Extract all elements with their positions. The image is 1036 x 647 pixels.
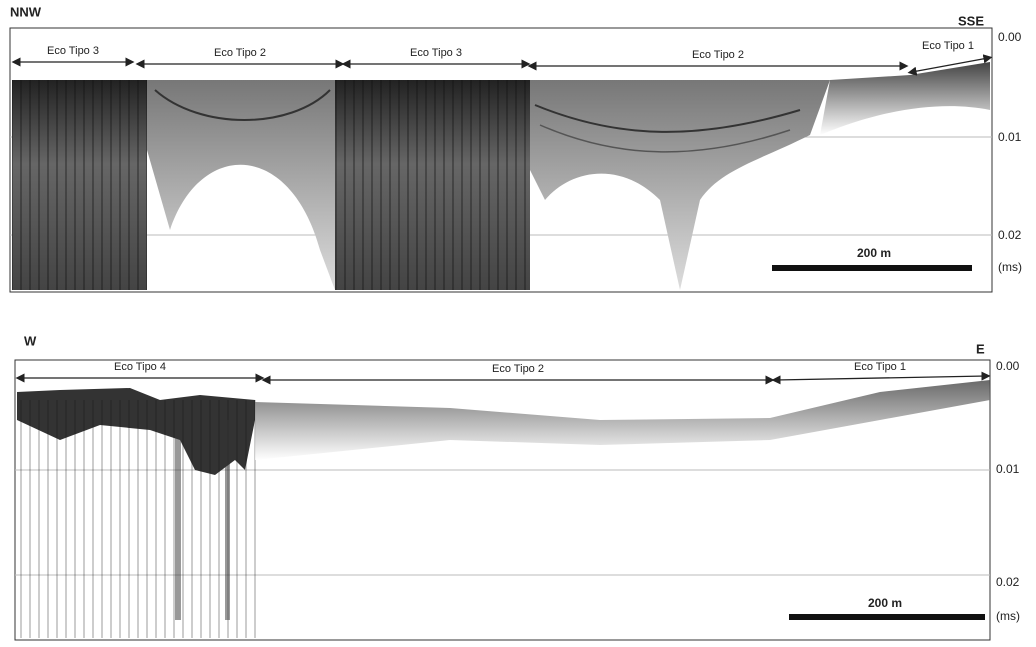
direction-label: W — [24, 333, 37, 348]
segment-label: Eco Tipo 4 — [114, 361, 166, 373]
segment-label: Eco Tipo 2 — [214, 47, 266, 59]
direction-label: NNW — [10, 4, 42, 19]
depth-label: 0.01 — [998, 130, 1022, 144]
segment-label: Eco Tipo 3 — [47, 45, 99, 57]
depth-label: 0.00 — [996, 359, 1020, 373]
segment-label: Eco Tipo 1 — [922, 40, 974, 52]
depth-label: 0.02 — [998, 228, 1022, 242]
scale-label: 200 m — [868, 596, 902, 610]
direction-label: E — [976, 341, 985, 356]
scale-bar — [789, 614, 985, 620]
segment-label: Eco Tipo 2 — [492, 363, 544, 375]
depth-label: 0.02 — [996, 575, 1020, 589]
depth-label: 0.01 — [996, 462, 1020, 476]
scale-bar — [772, 265, 972, 271]
segment-label: Eco Tipo 1 — [854, 361, 906, 373]
depth-label: 0.00 — [998, 30, 1022, 44]
segment-label: Eco Tipo 2 — [692, 49, 744, 61]
depth-unit: (ms) — [998, 260, 1022, 274]
top-panel: NNW SSE Eco Tipo 3 Eco Tipo 2 Eco Tipo 3… — [10, 4, 1022, 292]
figure: NNW SSE Eco Tipo 3 Eco Tipo 2 Eco Tipo 3… — [0, 0, 1036, 647]
bottom-panel: W E Eco Tipo 4 Eco Tipo 2 Eco Tipo 1 0.0… — [15, 333, 1020, 640]
segment-label: Eco Tipo 3 — [410, 47, 462, 59]
scale-label: 200 m — [857, 246, 891, 260]
depth-unit: (ms) — [996, 609, 1020, 623]
direction-label: SSE — [958, 13, 984, 28]
